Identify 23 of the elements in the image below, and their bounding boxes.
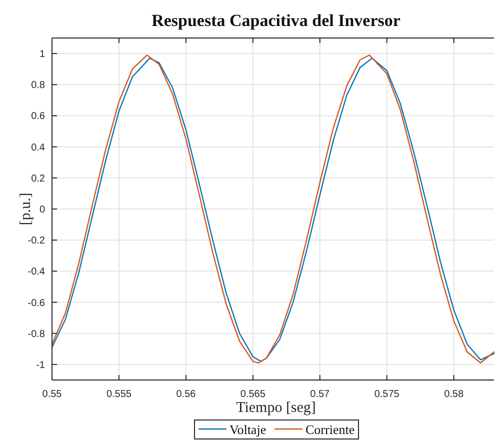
x-tick-label: 0.57 <box>310 389 330 400</box>
y-tick-label: 0 <box>39 204 46 216</box>
y-tick-label: -0.8 <box>28 328 46 340</box>
y-tick-label: 0.4 <box>31 142 46 154</box>
x-tick-label: 0.575 <box>374 389 400 400</box>
y-tick-label: 0.8 <box>31 80 46 92</box>
y-tick-label: -0.2 <box>28 236 46 247</box>
y-tick-label: -0.6 <box>28 298 46 309</box>
x-axis-title: Tiempo [seg] <box>236 400 316 416</box>
y-tick-label: 0.2 <box>31 173 46 184</box>
x-tick-label: 0.58 <box>444 389 464 400</box>
y-tick-label: -1 <box>36 360 46 371</box>
x-tick-label: 0.55 <box>42 389 62 400</box>
y-tick-label: 1 <box>39 49 46 60</box>
y-tick-label: -0.4 <box>28 266 46 278</box>
legend-label: Corriente <box>306 422 355 437</box>
x-tick-label: 0.56 <box>176 389 196 400</box>
x-tick-label: 0.565 <box>240 389 266 400</box>
y-tick-label: 0.6 <box>31 111 46 122</box>
x-tick-label: 0.555 <box>106 389 132 400</box>
y-axis-title: [p.u.] <box>18 192 34 226</box>
chart-title: Respuesta Capacitiva del Inversor <box>152 11 401 30</box>
legend-label: Voltaje <box>230 422 266 437</box>
